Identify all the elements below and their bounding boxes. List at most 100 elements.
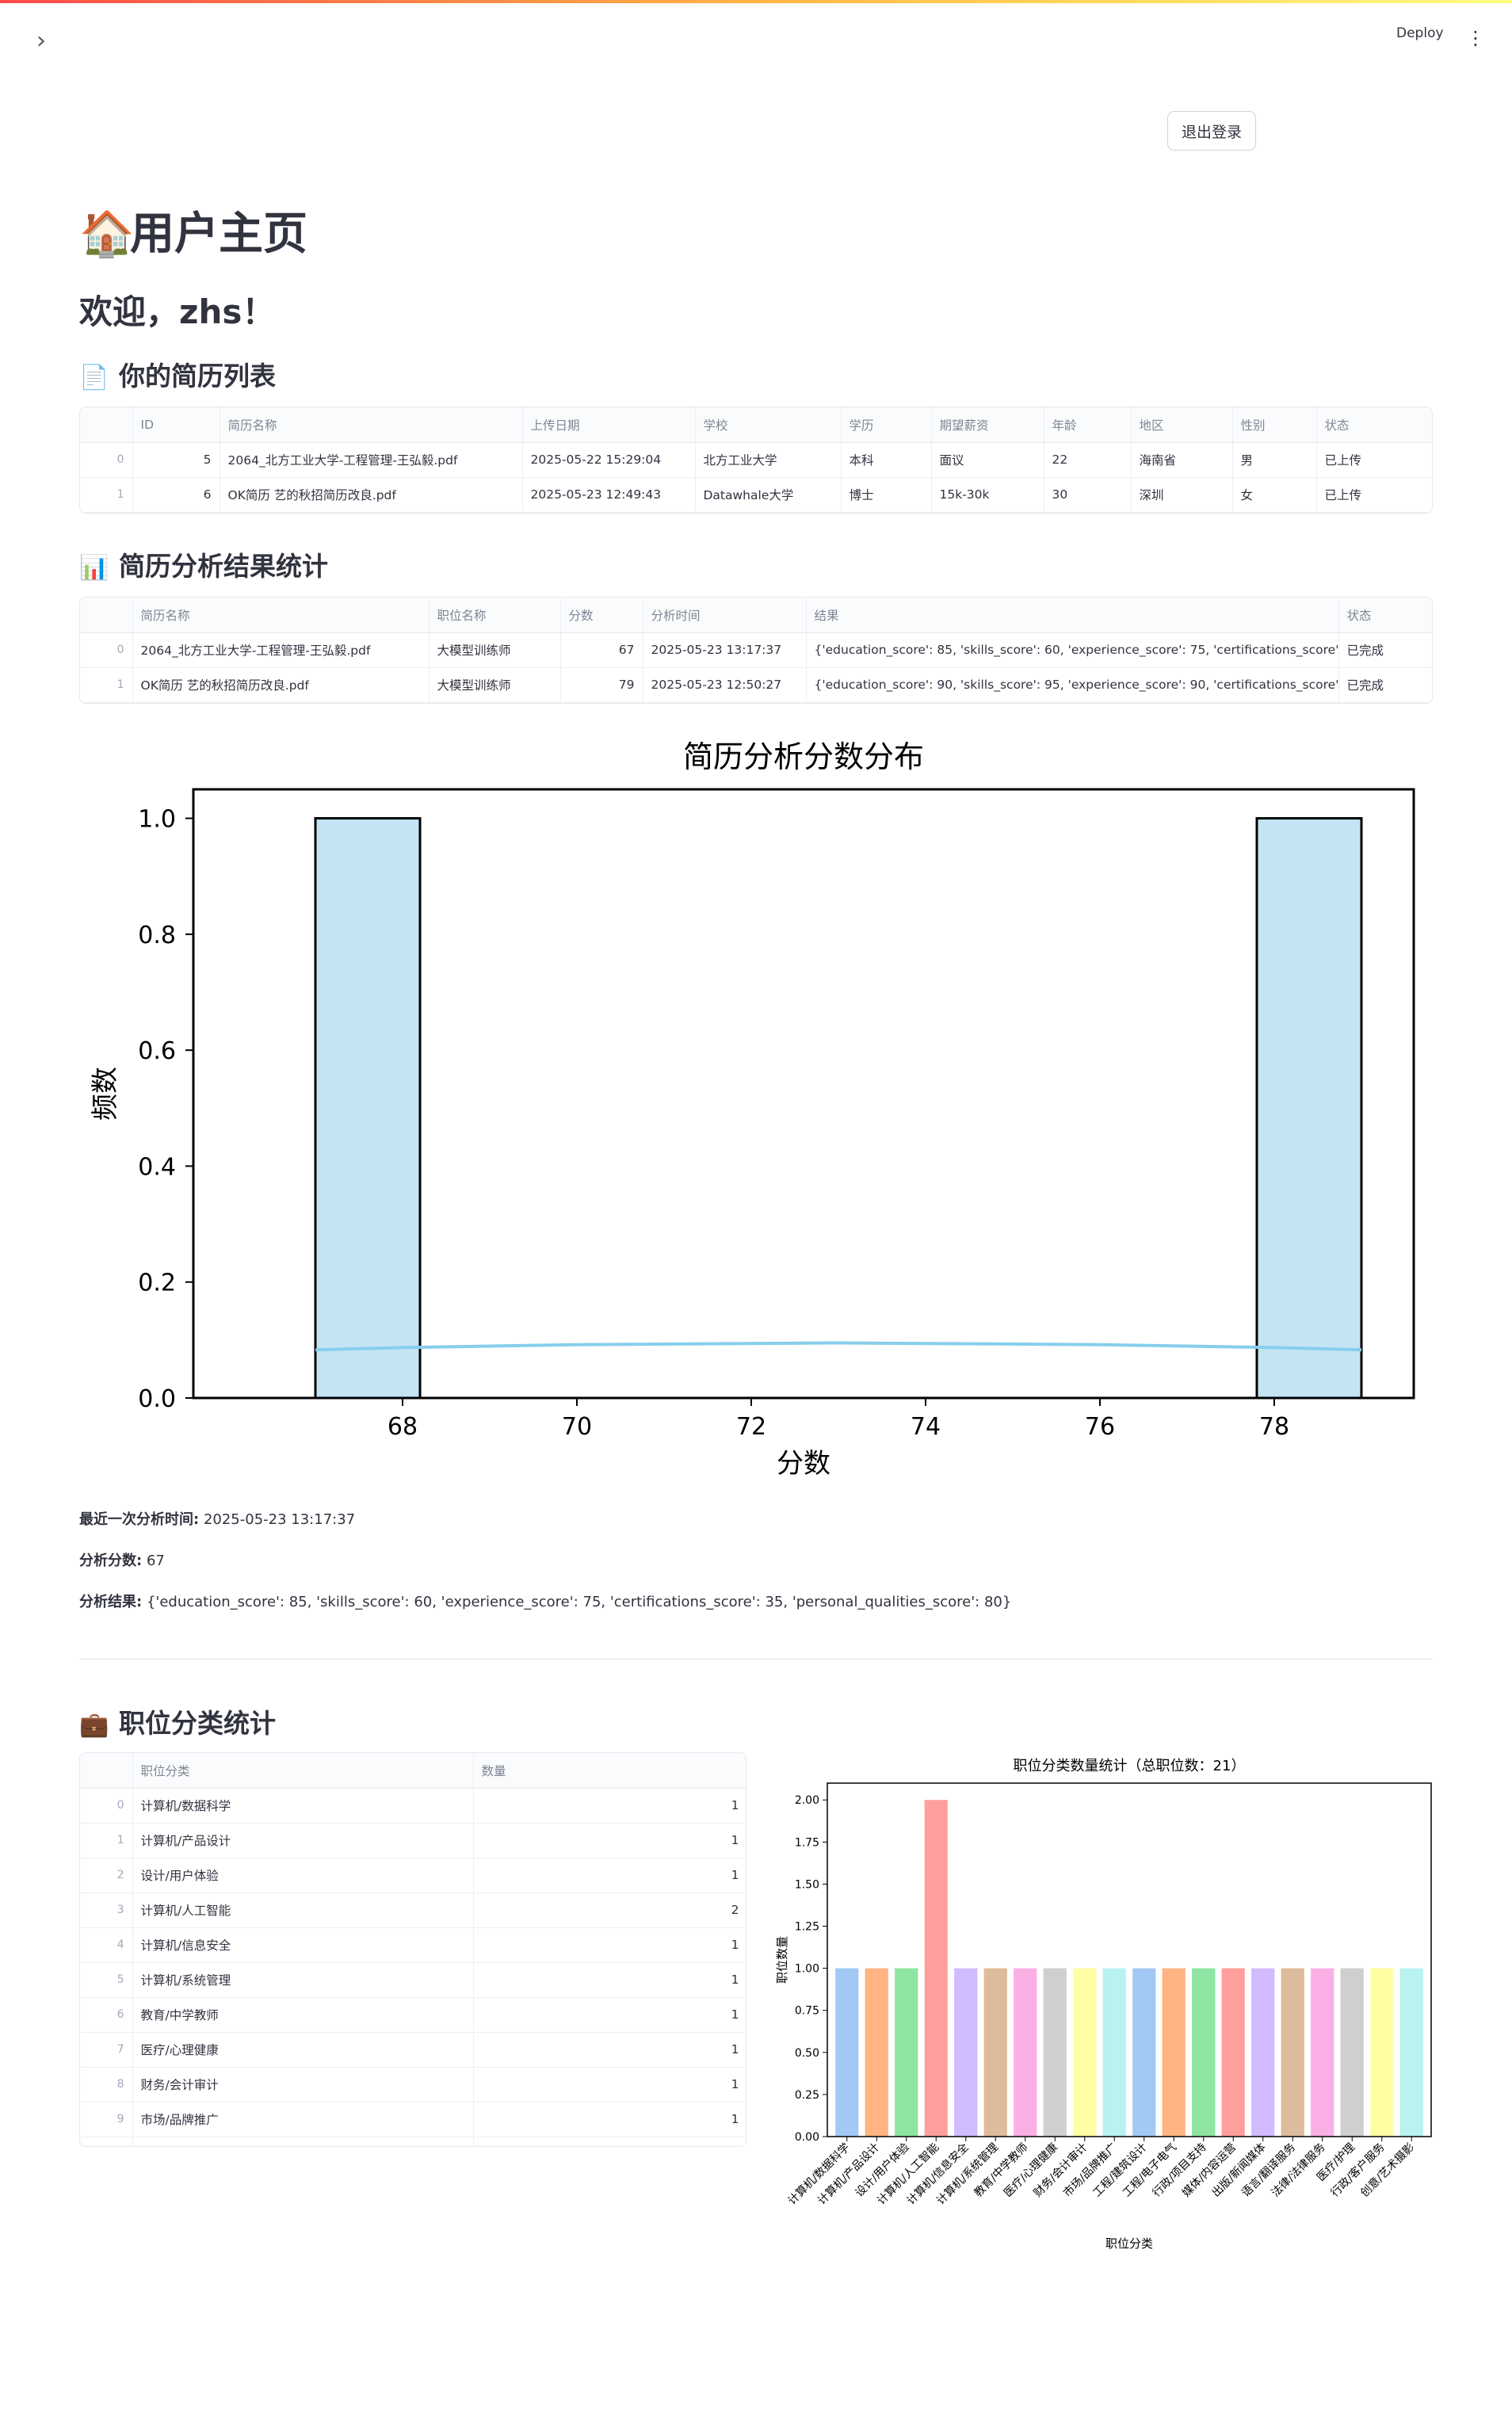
row-index[interactable]: 1: [80, 667, 133, 703]
column-header[interactable]: 分析时间: [643, 598, 807, 633]
column-header[interactable]: 结果: [806, 598, 1339, 633]
table-cell[interactable]: 女: [1232, 477, 1317, 513]
table-cell[interactable]: 2: [473, 1892, 746, 1928]
table-cell[interactable]: 2064_北方工业大学-工程管理-王弘毅.pdf: [220, 442, 523, 478]
table-cell[interactable]: 男: [1232, 442, 1317, 478]
column-header[interactable]: 简历名称: [132, 598, 430, 633]
table-cell[interactable]: 1: [473, 2102, 746, 2137]
table-cell[interactable]: 已完成: [1338, 667, 1432, 703]
row-index[interactable]: 7: [80, 2032, 133, 2068]
table-cell[interactable]: OK简历 艺的秋招简历改良.pdf: [132, 667, 430, 703]
row-index[interactable]: 6: [80, 1997, 133, 2033]
table-cell[interactable]: 面议: [931, 442, 1044, 478]
table-cell[interactable]: 22: [1044, 442, 1132, 478]
table-cell[interactable]: 1: [473, 1927, 746, 1963]
table-cell[interactable]: 1: [473, 1788, 746, 1824]
analysis-table[interactable]: 简历名称 职位名称 分数 分析时间 结果 状态 0 2064_北方工业大学-工程管理-王弘毅.…: [79, 597, 1433, 704]
table-row[interactable]: 0 计算机/数据科学 1: [80, 1788, 746, 1824]
table-cell[interactable]: 计算机/信息安全: [132, 1927, 474, 1963]
table-cell[interactable]: 2025-05-22 15:29:04: [522, 442, 696, 478]
table-cell[interactable]: OK简历 艺的秋招简历改良.pdf: [220, 477, 523, 513]
column-header[interactable]: 状态: [1338, 598, 1432, 633]
row-index[interactable]: 0: [80, 442, 133, 478]
jobs-table[interactable]: 职位分类 数量 0 计算机/数据科学 1 1 计算机/产品设计 1 2 设计/用户体验 1 3 计算机/…: [79, 1752, 746, 2147]
column-header[interactable]: 年龄: [1044, 407, 1132, 443]
row-index[interactable]: 1: [80, 1823, 133, 1858]
column-header[interactable]: 职位分类: [132, 1753, 474, 1789]
row-index[interactable]: 3: [80, 1892, 133, 1928]
column-header[interactable]: 学校: [695, 407, 842, 443]
table-cell[interactable]: 67: [560, 632, 643, 668]
table-cell[interactable]: 设计/用户体验: [132, 1858, 474, 1893]
table-cell[interactable]: 15k-30k: [931, 477, 1044, 513]
column-header[interactable]: ID: [132, 407, 220, 443]
column-header[interactable]: 职位名称: [429, 598, 561, 633]
table-cell[interactable]: 2025-05-23 12:50:27: [643, 667, 807, 703]
table-cell[interactable]: 大模型训练师: [429, 667, 561, 703]
table-row[interactable]: 2 设计/用户体验 1: [80, 1858, 746, 1893]
chevron-right-icon[interactable]: ›: [36, 27, 46, 55]
table-row[interactable]: 6 教育/中学教师 1: [80, 1997, 746, 2033]
row-index[interactable]: 8: [80, 2067, 133, 2103]
table-row[interactable]: 4 计算机/信息安全 1: [80, 1927, 746, 1963]
column-header[interactable]: 地区: [1131, 407, 1233, 443]
table-cell[interactable]: 深圳: [1131, 477, 1233, 513]
table-cell[interactable]: 79: [560, 667, 643, 703]
table-cell[interactable]: 5: [132, 442, 220, 478]
table-cell[interactable]: 6: [132, 477, 220, 513]
table-row[interactable]: 7 医疗/心理健康 1: [80, 2032, 746, 2068]
column-header[interactable]: [80, 407, 133, 443]
table-cell[interactable]: [473, 2137, 746, 2146]
table-cell[interactable]: 已上传: [1316, 477, 1432, 513]
table-row[interactable]: 0 5 2064_北方工业大学-工程管理-王弘毅.pdf 2025-05-22 15:…: [80, 442, 1432, 478]
column-header[interactable]: 学历: [841, 407, 932, 443]
row-index[interactable]: 5: [80, 1962, 133, 1998]
column-header[interactable]: 分数: [560, 598, 643, 633]
table-cell[interactable]: 海南省: [1131, 442, 1233, 478]
column-header[interactable]: 数量: [473, 1753, 746, 1789]
table-cell[interactable]: 医疗/心理健康: [132, 2032, 474, 2068]
table-row[interactable]: 工程/建筑设计: [80, 2137, 746, 2146]
table-cell[interactable]: 30: [1044, 477, 1132, 513]
column-header[interactable]: [80, 1753, 133, 1789]
table-cell[interactable]: 2064_北方工业大学-工程管理-王弘毅.pdf: [132, 632, 430, 668]
table-cell[interactable]: 教育/中学教师: [132, 1997, 474, 2033]
logout-button[interactable]: 退出登录: [1167, 111, 1256, 151]
table-row[interactable]: 3 计算机/人工智能 2: [80, 1892, 746, 1928]
table-cell[interactable]: 1: [473, 1997, 746, 2033]
kebab-icon[interactable]: ⋮: [1466, 27, 1485, 49]
column-header[interactable]: 状态: [1316, 407, 1432, 443]
column-header[interactable]: 简历名称: [220, 407, 523, 443]
row-index[interactable]: 0: [80, 1788, 133, 1824]
table-cell[interactable]: 本科: [841, 442, 932, 478]
table-cell[interactable]: 1: [473, 1962, 746, 1998]
table-cell[interactable]: Datawhale大学: [695, 477, 842, 513]
table-cell[interactable]: 计算机/数据科学: [132, 1788, 474, 1824]
table-cell[interactable]: 工程/建筑设计: [132, 2137, 474, 2146]
table-cell[interactable]: 博士: [841, 477, 932, 513]
row-index[interactable]: [80, 2137, 133, 2146]
table-row[interactable]: 1 6 OK简历 艺的秋招简历改良.pdf 2025-05-23 12:49:43 Da…: [80, 477, 1432, 513]
row-index[interactable]: 9: [80, 2102, 133, 2137]
table-cell[interactable]: 大模型训练师: [429, 632, 561, 668]
table-row[interactable]: 5 计算机/系统管理 1: [80, 1962, 746, 1998]
column-header[interactable]: 上传日期: [522, 407, 696, 443]
column-header[interactable]: [80, 598, 133, 633]
table-cell[interactable]: 财务/会计审计: [132, 2067, 474, 2103]
table-row[interactable]: 1 OK简历 艺的秋招简历改良.pdf 大模型训练师 79 2025-05-23 12:…: [80, 667, 1432, 703]
row-index[interactable]: 2: [80, 1858, 133, 1893]
table-cell[interactable]: 1: [473, 1858, 746, 1893]
table-row[interactable]: 8 财务/会计审计 1: [80, 2067, 746, 2103]
table-row[interactable]: 1 计算机/产品设计 1: [80, 1823, 746, 1858]
row-index[interactable]: 1: [80, 477, 133, 513]
column-header[interactable]: 性别: [1232, 407, 1317, 443]
table-cell[interactable]: {'education_score': 90, 'skills_score': …: [806, 667, 1339, 703]
table-cell[interactable]: 2025-05-23 12:49:43: [522, 477, 696, 513]
table-cell[interactable]: 计算机/系统管理: [132, 1962, 474, 1998]
row-index[interactable]: 4: [80, 1927, 133, 1963]
table-cell[interactable]: {'education_score': 85, 'skills_score': …: [806, 632, 1339, 668]
table-cell[interactable]: 1: [473, 1823, 746, 1858]
table-cell[interactable]: 1: [473, 2032, 746, 2068]
resumes-table[interactable]: ID 简历名称 上传日期 学校 学历 期望薪资 年龄 地区 性别 状态 0 5 2064_北方工业大学-…: [79, 407, 1433, 514]
table-row[interactable]: 9 市场/品牌推广 1: [80, 2102, 746, 2137]
